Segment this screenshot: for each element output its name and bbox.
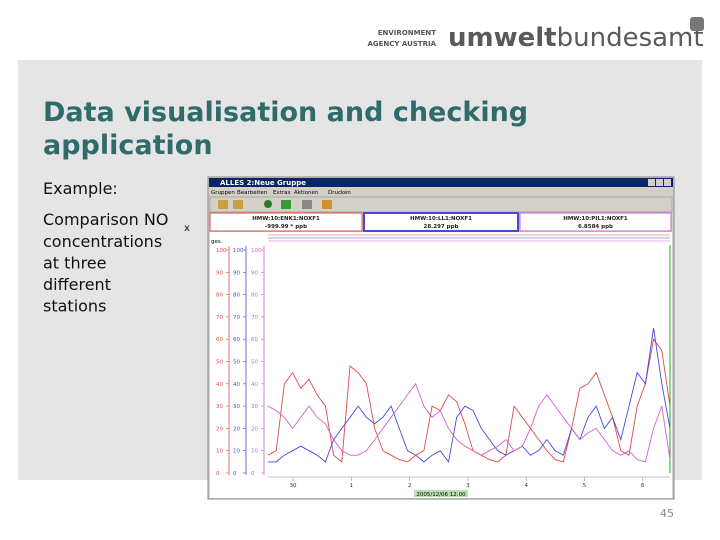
y-tick-label: 10: [251, 449, 258, 455]
x-tick-label: 4: [524, 483, 528, 489]
menu-item[interactable]: Gruppen: [211, 190, 235, 196]
window-button[interactable]: [664, 179, 671, 186]
series-header[interactable]: [209, 212, 363, 232]
menu-item[interactable]: Bearbeiten: [237, 190, 268, 196]
y-tick-label: 40: [251, 382, 258, 388]
y-tick-label: 50: [233, 360, 240, 366]
tool-icon[interactable]: [302, 200, 312, 209]
axis-label: ges.: [211, 239, 223, 245]
series-line: [267, 382, 671, 463]
y-tick-label: 70: [233, 315, 240, 321]
y-tick-label: 80: [216, 293, 223, 299]
y-tick-label: 50: [251, 360, 258, 366]
y-tick-label: 20: [216, 426, 223, 432]
header-name: HMW:10:LL1:NOXF1: [410, 216, 472, 222]
y-tick-label: 80: [233, 293, 240, 299]
plot-background: [210, 232, 672, 498]
title-bar: [209, 178, 673, 187]
logo-light: bundesamt: [557, 23, 704, 53]
window-button[interactable]: [656, 179, 663, 186]
y-tick-label: 100: [233, 248, 244, 254]
series-line: [268, 327, 671, 464]
y-tick-label: 60: [251, 337, 258, 343]
header-value: 6.8584 ppb: [578, 224, 613, 230]
tool-icon[interactable]: [233, 200, 243, 209]
y-tick-label: 30: [251, 404, 258, 410]
body-text: Example:: [43, 179, 118, 198]
window-button[interactable]: [648, 179, 655, 186]
x-tick-label: 30: [290, 483, 297, 489]
y-tick-label: 0: [233, 471, 237, 477]
y-tick-label: 90: [233, 270, 240, 276]
header-name: HMW:10:PIL1:NOXF1: [563, 216, 628, 222]
y-tick-label: 90: [251, 270, 258, 276]
y-tick-label: 30: [216, 404, 223, 410]
y-tick-label: 60: [233, 337, 240, 343]
y-tick-label: 40: [233, 382, 240, 388]
y-tick-label: 80: [251, 293, 258, 299]
y-tick-label: 20: [251, 426, 258, 432]
title: Data visualisation and checking: [43, 97, 528, 128]
body-text: stations: [43, 297, 106, 316]
y-tick-label: 10: [216, 449, 223, 455]
logo-icon: [690, 17, 704, 31]
header-name: HMW:10:ENK1:NOXF1: [252, 216, 320, 222]
logo-brand: umweltbundesamt: [448, 23, 704, 53]
y-tick-label: 70: [251, 315, 258, 321]
y-tick-label: 50: [216, 360, 223, 366]
date-label: 2005/12/06 12:00: [416, 492, 466, 498]
y-tick-label: 0: [216, 471, 220, 477]
menu-item[interactable]: Drucken: [328, 190, 351, 196]
logo-line: ENVIRONMENT: [378, 29, 436, 37]
tool-icon[interactable]: [281, 200, 291, 209]
y-tick-label: 0: [251, 471, 255, 477]
title: application: [43, 130, 213, 161]
page-number: 45: [660, 507, 674, 520]
series-header[interactable]: [519, 212, 672, 232]
window-title: ALLES 2:Neue Gruppe: [220, 179, 306, 187]
y-tick-label: 10: [233, 449, 240, 455]
body-text: concentrations: [43, 232, 162, 251]
subscript: x: [184, 223, 190, 234]
y-tick-label: 20: [233, 426, 240, 432]
series-header[interactable]: [363, 212, 519, 232]
tool-icon[interactable]: [322, 200, 332, 209]
y-tick-label: 60: [216, 337, 223, 343]
toolbar: [209, 196, 673, 213]
y-tick-label: 40: [216, 382, 223, 388]
series-line: [267, 338, 671, 463]
y-tick-label: 90: [216, 270, 223, 276]
tool-icon[interactable]: [218, 200, 228, 209]
x-tick-label: 2: [408, 483, 412, 489]
y-tick-label: 30: [233, 404, 240, 410]
y-tick-label: 100: [216, 248, 227, 254]
logo-line: AGENCY AUSTRIA: [367, 40, 436, 48]
menu-item[interactable]: Extras: [273, 190, 291, 196]
x-tick-label: 1: [350, 483, 354, 489]
body-text: different: [43, 275, 111, 294]
y-tick-label: 70: [216, 315, 223, 321]
menu-item[interactable]: Aktionen: [294, 190, 319, 196]
x-tick-label: 6: [641, 483, 645, 489]
tool-icon[interactable]: [264, 200, 272, 208]
x-tick-label: 5: [583, 483, 587, 489]
body-text: Comparison NO: [43, 210, 168, 229]
body-text: at three: [43, 254, 107, 273]
header-value: 28.297 ppb: [424, 224, 459, 230]
x-tick-label: 3: [466, 483, 470, 489]
date-marker: [414, 490, 468, 497]
logo-bold: umwelt: [448, 23, 557, 53]
y-tick-label: 100: [251, 248, 262, 254]
header-value: -999.99 * ppb: [265, 224, 307, 230]
